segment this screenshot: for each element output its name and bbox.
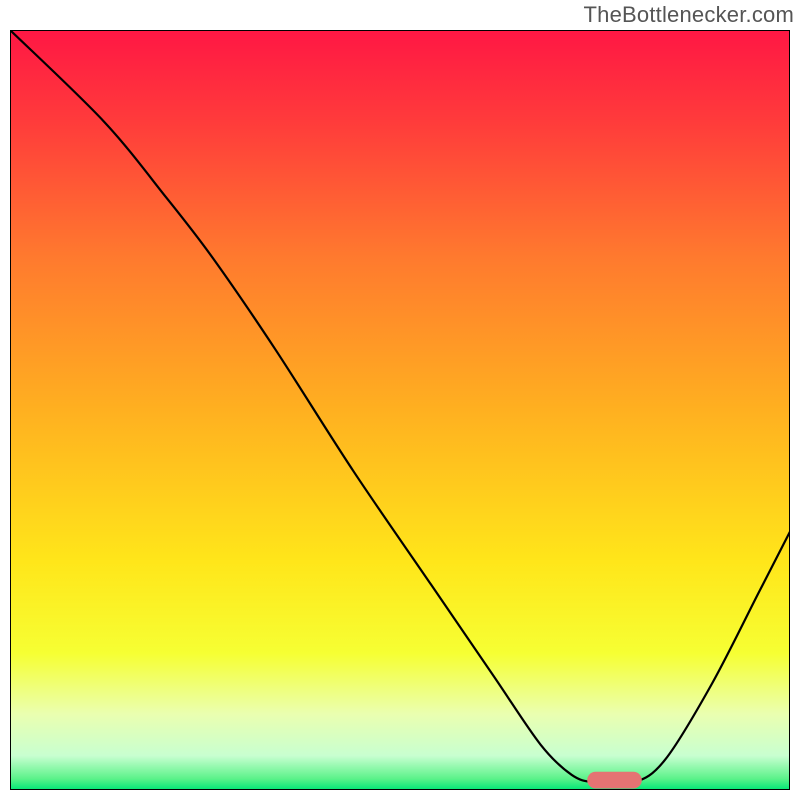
- plot-area: [10, 30, 790, 790]
- chart-frame: TheBottlenecker.com: [0, 0, 800, 800]
- chart-svg: [10, 30, 790, 790]
- bottleneck-marker: [587, 772, 642, 789]
- watermark-text: TheBottlenecker.com: [584, 2, 794, 28]
- chart-background: [10, 30, 790, 790]
